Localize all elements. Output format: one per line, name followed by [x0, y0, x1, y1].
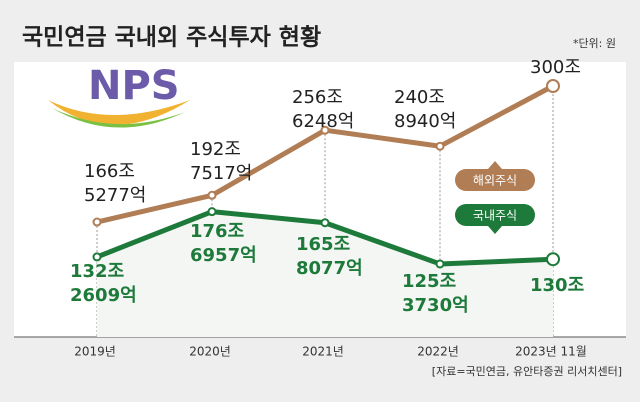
value-label: 130조: [530, 275, 584, 296]
x-tick-label: 2020년: [189, 345, 231, 359]
value-label: 192조: [190, 139, 241, 160]
unit-note: *단위: 원: [573, 37, 616, 50]
value-label: 6957억: [190, 245, 257, 266]
point: [546, 252, 560, 267]
x-tick-label: 2019년: [74, 345, 116, 359]
value-label: 132조: [70, 261, 124, 282]
value-label: 3730억: [402, 295, 469, 316]
legend-label: 국내주식: [473, 209, 517, 223]
legend-pointer: [488, 161, 502, 169]
point: [207, 190, 217, 200]
point: [546, 79, 560, 93]
legend-pointer: [488, 226, 502, 234]
legend-swatch: [455, 204, 535, 226]
value-label: 125조: [402, 271, 456, 292]
legend-label: 해외주식: [473, 174, 517, 188]
value-label: 6248억: [292, 111, 354, 132]
logo-swoosh: [52, 108, 185, 128]
chart-title: 국민연금 국내외 주식투자 현황: [22, 25, 321, 51]
point: [320, 125, 330, 135]
value-label: 165조: [296, 234, 350, 255]
point: [435, 259, 445, 269]
value-label: 240조: [394, 87, 445, 108]
x-tick-label: 2021년: [302, 345, 344, 359]
source: [자료=국민연금, 유안타증권 리서치센터]: [432, 365, 622, 378]
point: [92, 217, 102, 227]
value-label: 8077억: [296, 258, 363, 279]
value-label: 7517억: [190, 163, 252, 184]
value-label: 166조: [84, 161, 135, 182]
logo: NPS: [88, 63, 180, 109]
value-label: 2609억: [70, 285, 137, 306]
area: [97, 211, 553, 337]
point: [207, 207, 217, 217]
value-label: 300조: [530, 57, 581, 78]
x-tick-label: 2022년: [417, 345, 459, 359]
value-label: 8940억: [394, 111, 456, 132]
logo-swoosh: [48, 100, 190, 125]
point: [320, 218, 330, 228]
value-label: 5277억: [84, 185, 146, 206]
value-label: 256조: [292, 87, 343, 108]
x-tick-label: 2023년 11월: [515, 345, 587, 359]
point: [435, 141, 445, 151]
legend-swatch: [455, 169, 535, 191]
value-label: 176조: [190, 221, 244, 242]
point: [92, 252, 102, 262]
